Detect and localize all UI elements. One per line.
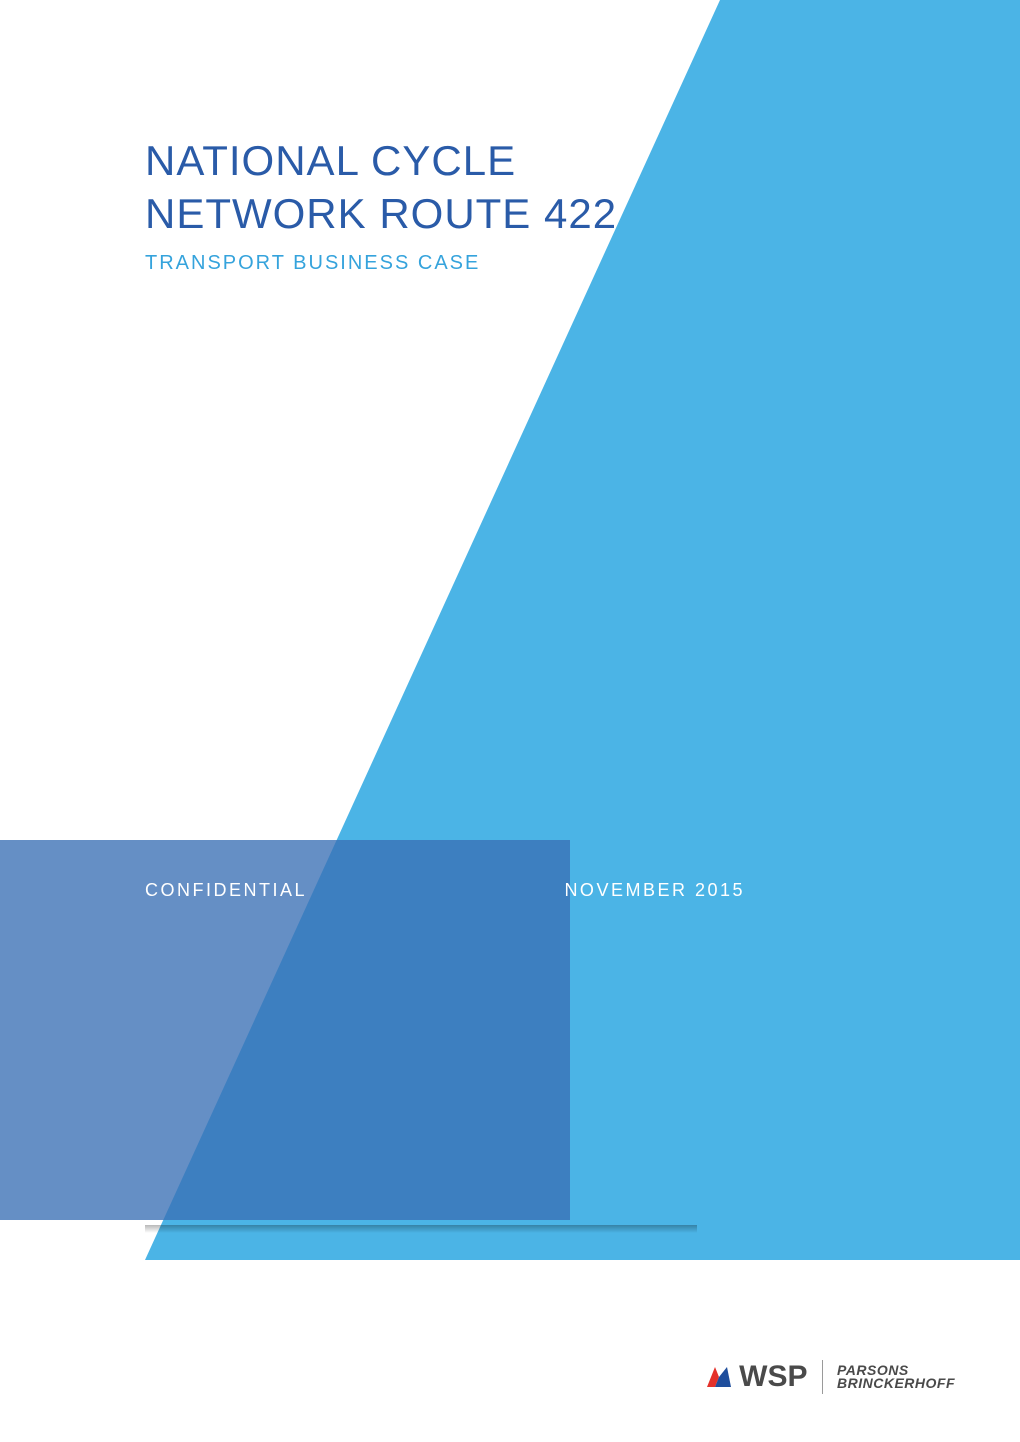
main-title-line2: NETWORK ROUTE 422: [145, 188, 617, 241]
confidential-band: CONFIDENTIAL NOVEMBER 2015: [145, 880, 745, 901]
date-label: NOVEMBER 2015: [564, 880, 745, 901]
pb-line2: BRINCKERHOFF: [837, 1377, 955, 1390]
wsp-icon: [705, 1363, 733, 1391]
main-title-line1: NATIONAL CYCLE: [145, 135, 617, 188]
logo-block: WSP PARSONS BRINCKERHOFF: [705, 1360, 955, 1394]
subtitle: TRANSPORT BUSINESS CASE: [145, 252, 617, 275]
logo-divider: [822, 1360, 824, 1394]
wsp-text: WSP: [739, 1360, 807, 1394]
wsp-logo: WSP: [705, 1360, 807, 1394]
cover-page: NATIONAL CYCLE NETWORK ROUTE 422 TRANSPO…: [0, 0, 1020, 1442]
confidential-label: CONFIDENTIAL: [145, 880, 307, 901]
title-block: NATIONAL CYCLE NETWORK ROUTE 422 TRANSPO…: [145, 135, 617, 275]
bottom-shadow-strip: [145, 1225, 697, 1233]
parsons-brinckerhoff-logo: PARSONS BRINCKERHOFF: [837, 1364, 955, 1391]
